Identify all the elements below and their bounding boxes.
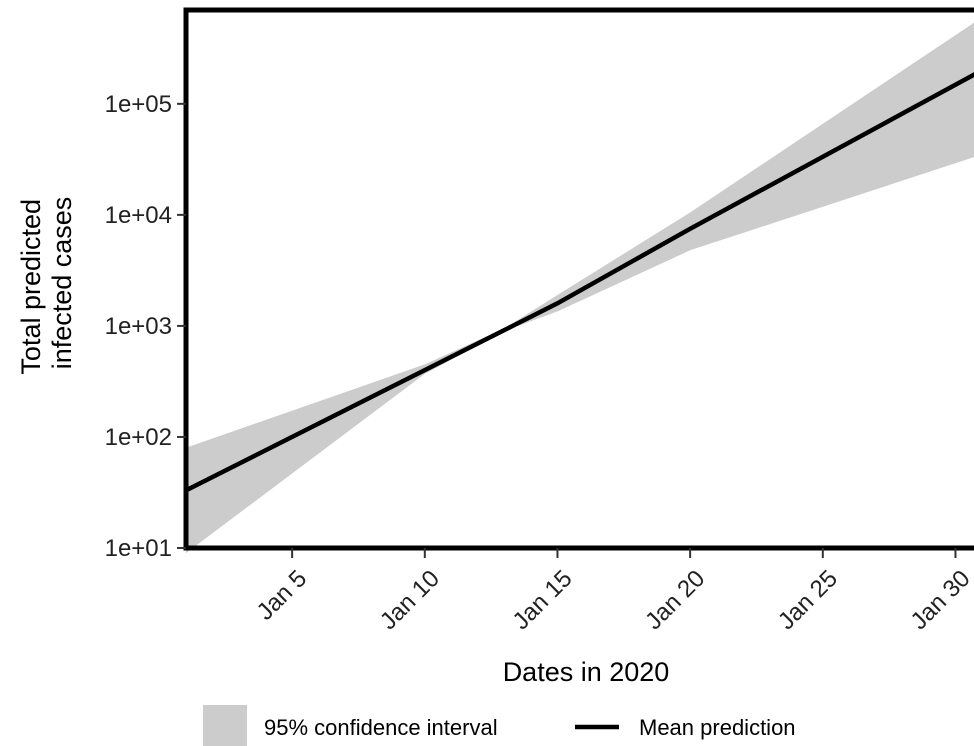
y-axis-title: Total predicted infected cases xyxy=(16,191,77,374)
y-tick-label: 1e+03 xyxy=(105,313,172,340)
legend-band-swatch xyxy=(203,705,247,746)
legend: 95% confidence interval Mean prediction xyxy=(203,705,796,746)
x-tick-label: Jan 15 xyxy=(508,565,578,635)
y-tick-label: 1e+01 xyxy=(105,535,172,562)
plot-frame xyxy=(183,7,974,551)
y-axis-title-line-1: Total predicted xyxy=(16,199,46,375)
x-tick-label: Jan 10 xyxy=(375,565,445,635)
y-tick-label: 1e+05 xyxy=(105,91,172,118)
x-tick-label: Jan 30 xyxy=(906,565,974,635)
plot-area xyxy=(183,7,974,554)
legend-line-label: Mean prediction xyxy=(639,715,796,740)
y-tick-label: 1e+04 xyxy=(105,202,172,229)
y-tick-label: 1e+02 xyxy=(105,424,172,451)
x-axis-title: Dates in 2020 xyxy=(503,657,670,687)
y-axis-title-line-2: infected cases xyxy=(47,197,77,370)
x-axis: Jan 5 Jan 10 Jan 15 Jan 20 Jan 25 Jan 30 xyxy=(252,548,974,635)
mean-prediction-line xyxy=(184,72,974,493)
legend-band-label: 95% confidence interval xyxy=(264,715,498,740)
confidence-band xyxy=(186,22,974,554)
x-tick-label: Jan 25 xyxy=(773,565,843,635)
x-tick-label: Jan 5 xyxy=(252,565,313,626)
x-tick-label: Jan 20 xyxy=(640,565,710,635)
y-axis: 1e+01 1e+02 1e+03 1e+04 1e+05 xyxy=(105,91,186,562)
